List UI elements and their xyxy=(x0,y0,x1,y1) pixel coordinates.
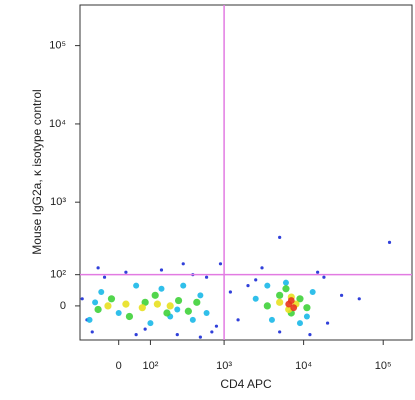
y-tick-label: 10⁵ xyxy=(49,40,66,52)
data-point xyxy=(134,332,138,337)
data-point xyxy=(278,330,282,334)
data-point xyxy=(303,313,310,320)
data-point xyxy=(147,320,154,327)
data-point xyxy=(303,304,311,312)
x-tick-label: 0 xyxy=(116,360,122,372)
data-point xyxy=(125,312,134,321)
data-point xyxy=(276,291,284,299)
data-point xyxy=(86,316,93,323)
data-point xyxy=(308,332,312,337)
data-point xyxy=(236,318,240,322)
data-point xyxy=(174,306,181,313)
data-point xyxy=(309,288,316,295)
data-point xyxy=(193,298,201,306)
data-point xyxy=(278,235,282,239)
data-point xyxy=(290,304,298,312)
x-tick-label: 10⁴ xyxy=(295,360,312,372)
data-point xyxy=(246,284,250,288)
data-point xyxy=(124,270,128,274)
data-point xyxy=(181,262,185,266)
x-axis-title: CD4 APC xyxy=(220,377,272,391)
data-point xyxy=(159,268,164,272)
data-point xyxy=(228,290,232,294)
data-point xyxy=(296,320,303,327)
data-point xyxy=(94,305,102,314)
data-point xyxy=(282,279,289,286)
data-point xyxy=(133,282,140,289)
data-point xyxy=(252,295,259,302)
y-tick-label: 0 xyxy=(60,300,66,312)
data-point xyxy=(98,288,105,295)
data-point xyxy=(316,270,320,274)
data-point xyxy=(143,327,147,331)
data-point xyxy=(158,285,165,292)
data-point xyxy=(151,291,159,299)
data-point xyxy=(264,282,271,289)
data-point xyxy=(357,297,361,301)
plot-frame xyxy=(79,4,413,341)
data-point xyxy=(287,297,295,304)
x-tick-label: 10⁵ xyxy=(375,360,392,372)
data-point xyxy=(184,307,192,315)
data-point xyxy=(163,309,171,317)
data-point xyxy=(107,295,116,303)
data-point xyxy=(141,298,149,306)
data-point xyxy=(260,266,264,270)
data-point xyxy=(153,300,161,308)
x-tick-label: 10³ xyxy=(216,360,232,372)
data-point xyxy=(254,278,258,282)
x-tick-label: 10² xyxy=(142,360,158,372)
data-point xyxy=(96,266,100,270)
data-point xyxy=(210,330,214,334)
data-point xyxy=(189,316,196,323)
data-point xyxy=(263,302,271,310)
data-point xyxy=(90,330,94,334)
data-point xyxy=(175,332,179,337)
data-point xyxy=(322,275,326,279)
data-point xyxy=(268,316,275,323)
data-point xyxy=(387,240,392,244)
data-point xyxy=(92,299,99,306)
data-point xyxy=(296,295,304,303)
data-point xyxy=(339,293,344,297)
data-point xyxy=(214,324,219,328)
data-point xyxy=(80,297,84,301)
data-point xyxy=(282,285,290,293)
data-point xyxy=(102,275,107,279)
data-point xyxy=(174,296,183,305)
y-tick-label: 10³ xyxy=(50,196,66,208)
data-point xyxy=(198,335,202,339)
data-point xyxy=(138,304,146,312)
data-point xyxy=(203,310,210,317)
y-axis-title: Mouse IgG2a, κ isotype control xyxy=(30,89,44,254)
data-point xyxy=(166,302,174,310)
y-tick-label: 10² xyxy=(50,269,66,281)
data-point xyxy=(197,292,204,299)
data-point xyxy=(276,298,284,306)
data-point xyxy=(325,321,330,325)
data-point xyxy=(122,300,130,308)
data-point xyxy=(218,262,223,266)
y-tick-label: 10⁴ xyxy=(49,118,66,130)
data-point xyxy=(104,302,112,310)
data-point xyxy=(204,275,209,279)
data-point xyxy=(115,310,122,317)
data-point xyxy=(180,282,187,289)
